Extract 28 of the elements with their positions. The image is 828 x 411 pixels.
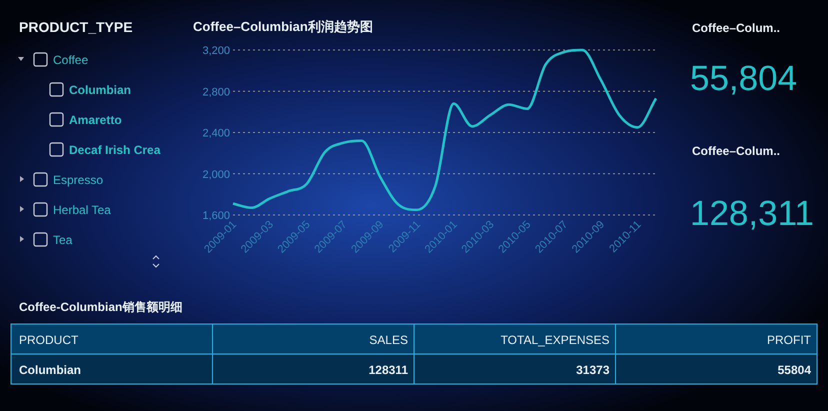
category-label: Decaf Irish Crea: [69, 143, 161, 157]
category-label: PROFIT: [767, 333, 812, 347]
chart-title: Coffee–Columbian利润趋势图: [193, 19, 373, 34]
category-label: SALES: [369, 333, 408, 347]
y-tick-label: 2,000: [202, 168, 230, 181]
y-tick-label: 2,400: [202, 128, 230, 140]
y-tick-label: 2,800: [202, 86, 230, 98]
category-label: Coffee: [53, 53, 88, 67]
text: PRODUCT_TYPE: [19, 19, 133, 35]
text: 31373: [576, 363, 610, 377]
y-tick-label: 1,600: [202, 210, 230, 222]
category-label: Columbian: [69, 83, 131, 97]
text: Columbian: [19, 363, 81, 377]
line-series: [232, 48, 658, 212]
text: 128,311: [690, 194, 814, 233]
category-label: Herbal Tea: [53, 203, 112, 217]
text: Coffee–Colum..: [692, 21, 780, 35]
text: Coffee-Columbian销售额明细: [19, 300, 182, 314]
category-label: PRODUCT: [19, 333, 79, 347]
text: 55,804: [690, 59, 798, 98]
y-tick-label: 3,200: [202, 45, 230, 57]
text: 128311: [368, 363, 408, 377]
category-label: TOTAL_EXPENSES: [500, 333, 610, 347]
text: 55804: [778, 363, 811, 377]
text: Coffee–Colum..: [692, 144, 780, 158]
category-label: Tea: [53, 233, 73, 247]
category-label: Espresso: [53, 173, 104, 187]
category-label: Amaretto: [69, 113, 122, 127]
